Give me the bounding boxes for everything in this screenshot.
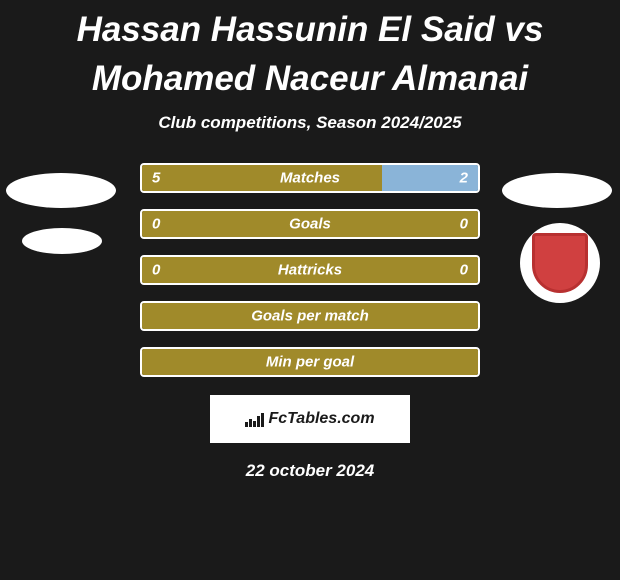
- player-left-badge-2: [22, 228, 102, 254]
- club-logo-right: [520, 223, 600, 303]
- footer-brand-label: FcTables.com: [268, 410, 374, 428]
- stat-label: Min per goal: [266, 354, 354, 371]
- player-right-badge: [502, 173, 612, 208]
- date-label: 22 october 2024: [0, 461, 620, 481]
- stat-value-left: 0: [152, 216, 160, 233]
- stat-value-right: 0: [460, 216, 468, 233]
- stat-row-hattricks: 0 Hattricks 0: [140, 255, 480, 285]
- stat-bars: 5 Matches 2 0 Goals 0 0 Hattricks 0 Goal…: [140, 163, 480, 377]
- stat-label: Goals: [289, 216, 331, 233]
- page-title: Hassan Hassunin El Said vs Mohamed Naceu…: [0, 0, 620, 103]
- comparison-area: 5 Matches 2 0 Goals 0 0 Hattricks 0 Goal…: [0, 163, 620, 377]
- stat-bar-left: [142, 165, 382, 191]
- stat-row-goals-per-match: Goals per match: [140, 301, 480, 331]
- stat-label: Matches: [280, 170, 340, 187]
- stat-value-right: 0: [460, 262, 468, 279]
- chart-icon: [245, 411, 264, 427]
- stat-value-left: 0: [152, 262, 160, 279]
- stat-label: Goals per match: [251, 308, 369, 325]
- shield-icon: [532, 233, 588, 293]
- stat-row-goals: 0 Goals 0: [140, 209, 480, 239]
- stat-value-left: 5: [152, 170, 160, 187]
- stat-label: Hattricks: [278, 262, 342, 279]
- player-left-badge: [6, 173, 116, 208]
- stat-row-min-per-goal: Min per goal: [140, 347, 480, 377]
- stat-value-right: 2: [460, 170, 468, 187]
- subtitle: Club competitions, Season 2024/2025: [0, 113, 620, 133]
- footer-brand: FcTables.com: [210, 395, 410, 443]
- stat-row-matches: 5 Matches 2: [140, 163, 480, 193]
